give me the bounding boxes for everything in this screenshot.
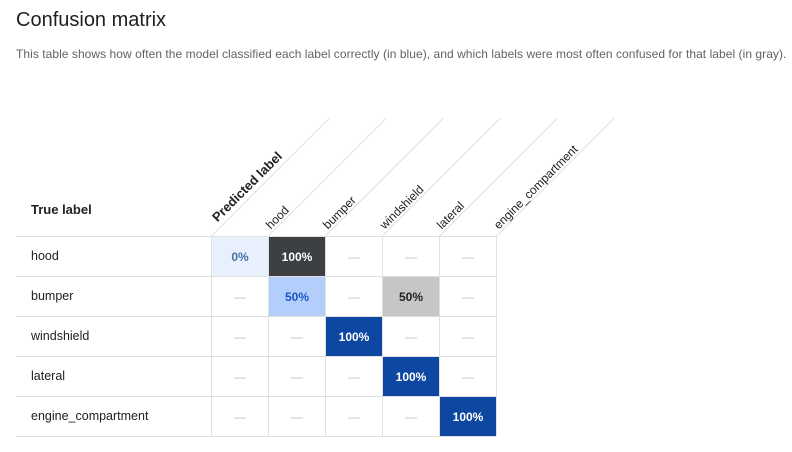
row-label-bumper: bumper xyxy=(31,289,74,303)
matrix-cell: 100% xyxy=(326,317,382,356)
matrix-cell: — xyxy=(234,329,246,344)
matrix-cell: — xyxy=(234,369,246,384)
matrix-cell: — xyxy=(405,329,417,344)
matrix-cell: — xyxy=(462,329,474,344)
matrix-cell: 50% xyxy=(383,277,439,316)
column-header-diagonal xyxy=(496,117,615,237)
column-header-diagonal xyxy=(325,117,444,237)
true-label-header: True label xyxy=(31,202,92,217)
column-header-diagonal xyxy=(268,117,387,237)
page-subtitle: This table shows how often the model cla… xyxy=(16,47,787,61)
matrix-cell: — xyxy=(462,249,474,264)
matrix-cell: — xyxy=(405,249,417,264)
column-header-diagonal xyxy=(439,117,558,237)
matrix-cell: — xyxy=(462,289,474,304)
page-title: Confusion matrix xyxy=(16,9,167,31)
matrix-cell: 0% xyxy=(212,237,268,276)
matrix-cell: 100% xyxy=(440,397,496,436)
matrix-cell: — xyxy=(234,289,246,304)
matrix-cell: — xyxy=(291,329,303,344)
matrix-cell: — xyxy=(348,249,360,264)
matrix-cell: — xyxy=(348,409,360,424)
matrix-cell: — xyxy=(291,369,303,384)
matrix-cell: 100% xyxy=(269,237,325,276)
matrix-cell: — xyxy=(291,409,303,424)
matrix-cell: — xyxy=(348,289,360,304)
matrix-cell: 50% xyxy=(269,277,325,316)
row-label-engine-compartment: engine_compartment xyxy=(31,409,149,423)
row-label-lateral: lateral xyxy=(31,369,66,383)
matrix-cell: — xyxy=(462,369,474,384)
matrix-cell: — xyxy=(234,409,246,424)
matrix-cell: — xyxy=(348,369,360,384)
row-label-windshield: windshield xyxy=(31,329,90,343)
column-header-diagonal xyxy=(382,117,501,237)
row-label-hood: hood xyxy=(31,249,59,263)
matrix-cell: 100% xyxy=(383,357,439,396)
column-header-diagonal xyxy=(211,117,330,237)
matrix-cell: — xyxy=(405,409,417,424)
